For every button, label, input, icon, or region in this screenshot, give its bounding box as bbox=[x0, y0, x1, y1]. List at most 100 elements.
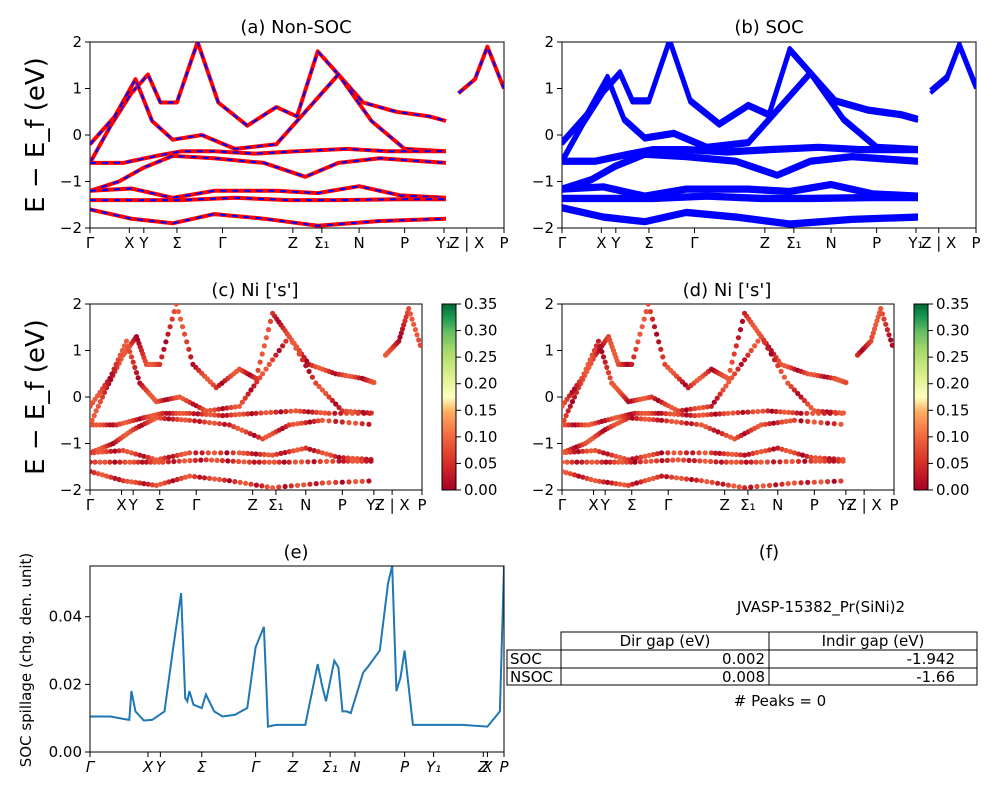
band-point bbox=[646, 476, 652, 483]
band-point bbox=[688, 421, 695, 427]
band-point bbox=[870, 330, 876, 336]
band-point bbox=[139, 459, 145, 465]
band-point bbox=[650, 417, 656, 423]
band-point bbox=[112, 459, 118, 465]
band-point bbox=[209, 457, 215, 463]
band-point bbox=[205, 450, 211, 456]
band-point bbox=[303, 445, 309, 451]
panel-c-title: (c) Ni ['s'] bbox=[211, 280, 298, 301]
band-point bbox=[765, 408, 771, 414]
band-point bbox=[669, 418, 675, 424]
band-point bbox=[669, 474, 675, 480]
band-point bbox=[346, 479, 352, 485]
band-point bbox=[874, 318, 880, 324]
band-point bbox=[366, 421, 372, 427]
band-point bbox=[182, 417, 188, 423]
row-soc-label: SOC bbox=[510, 650, 542, 668]
band-point bbox=[216, 406, 222, 412]
band-point bbox=[113, 361, 119, 367]
plot-frame bbox=[561, 41, 977, 229]
band-point bbox=[299, 446, 305, 452]
band-point bbox=[141, 453, 147, 459]
band-point bbox=[192, 474, 198, 480]
band-point bbox=[605, 479, 611, 485]
band-point bbox=[748, 347, 754, 354]
band-point bbox=[654, 417, 661, 423]
band-point bbox=[637, 459, 644, 465]
band-point bbox=[600, 479, 607, 485]
band-point bbox=[719, 431, 725, 437]
band-point bbox=[593, 343, 600, 349]
x-tick-label: Y₁ bbox=[365, 496, 381, 514]
band-point bbox=[270, 452, 276, 458]
band-point bbox=[326, 418, 332, 424]
band-point bbox=[683, 412, 690, 418]
band-line bbox=[562, 153, 919, 193]
band-point bbox=[264, 484, 270, 490]
band-point bbox=[282, 449, 288, 456]
band-point bbox=[359, 458, 365, 464]
band-line bbox=[562, 69, 919, 150]
band-point bbox=[579, 459, 585, 465]
band-point bbox=[678, 420, 685, 426]
x-tick-label: N bbox=[349, 758, 360, 776]
band-point bbox=[580, 474, 586, 480]
band-point bbox=[615, 459, 622, 465]
band-point bbox=[596, 478, 603, 484]
x-tick-label: Σ₁ bbox=[786, 234, 802, 252]
band-point bbox=[783, 459, 789, 465]
band-point bbox=[160, 459, 166, 465]
band-point bbox=[743, 459, 749, 465]
plot-frame bbox=[89, 303, 423, 491]
band-point bbox=[226, 478, 232, 484]
band-point bbox=[95, 403, 101, 409]
band-point bbox=[750, 450, 756, 456]
band-point bbox=[745, 409, 751, 415]
band-point bbox=[671, 450, 677, 456]
band-point bbox=[251, 383, 257, 389]
band-point bbox=[247, 431, 253, 437]
band-point bbox=[261, 343, 267, 349]
band-point bbox=[409, 316, 415, 322]
band-point bbox=[355, 410, 361, 416]
band-point bbox=[733, 459, 739, 465]
band-point bbox=[634, 480, 640, 486]
band-line bbox=[562, 204, 919, 225]
band-point bbox=[211, 420, 218, 426]
x-tick-label: Γ bbox=[86, 758, 96, 776]
band-point bbox=[709, 479, 715, 485]
band-point bbox=[127, 459, 133, 465]
x-tick-label: P bbox=[499, 758, 509, 776]
band-point bbox=[339, 419, 345, 425]
band-point bbox=[664, 418, 670, 424]
band-point bbox=[748, 459, 754, 465]
band-point bbox=[257, 359, 263, 365]
band-point bbox=[735, 366, 741, 372]
band-point bbox=[266, 459, 272, 465]
band-point bbox=[746, 451, 752, 457]
band-point bbox=[128, 450, 135, 456]
band-point bbox=[162, 480, 168, 486]
band-point bbox=[226, 422, 232, 428]
band-point bbox=[576, 449, 582, 455]
band-point bbox=[116, 476, 122, 483]
band-point bbox=[283, 408, 289, 415]
band-point bbox=[584, 459, 590, 465]
band-point bbox=[263, 410, 269, 416]
band-point bbox=[679, 407, 686, 413]
band-point bbox=[805, 401, 811, 407]
band-point bbox=[311, 459, 317, 465]
band-point bbox=[108, 474, 114, 480]
band-point bbox=[736, 484, 742, 490]
band-point bbox=[564, 459, 570, 465]
band-point bbox=[787, 418, 793, 424]
band-point bbox=[399, 326, 406, 332]
band-point bbox=[396, 338, 402, 344]
band-point bbox=[585, 361, 591, 367]
band-point bbox=[412, 327, 418, 333]
band-point bbox=[117, 459, 123, 465]
band-point bbox=[815, 410, 822, 416]
band-point bbox=[125, 343, 131, 349]
band-point bbox=[711, 399, 717, 405]
band-point bbox=[361, 410, 367, 416]
